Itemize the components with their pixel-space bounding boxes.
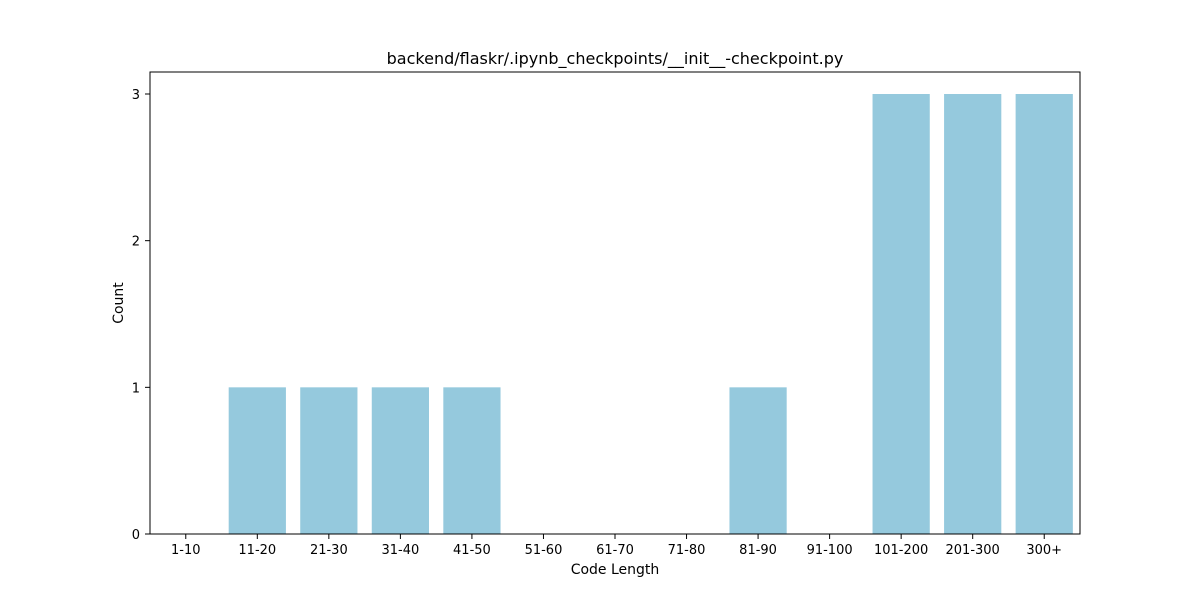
y-tick-label: 0 bbox=[132, 528, 140, 543]
x-tick-label: 11-20 bbox=[238, 543, 276, 558]
y-tick-label: 3 bbox=[132, 88, 140, 103]
y-axis-ticks: 0 1 2 3 bbox=[132, 88, 150, 543]
x-axis-label: Code Length bbox=[571, 562, 660, 578]
x-tick-label: 61-70 bbox=[596, 543, 634, 558]
x-axis-ticks: 1-10 11-20 21-30 31-40 41-50 51-60 61-70 71-80 8… bbox=[171, 534, 1062, 558]
bar-101-200 bbox=[872, 94, 930, 534]
x-tick-label: 21-30 bbox=[310, 543, 348, 558]
y-axis-label: Count bbox=[111, 282, 127, 324]
bars-group bbox=[228, 94, 1073, 534]
x-tick-label: 41-50 bbox=[453, 543, 491, 558]
x-tick-label: 71-80 bbox=[668, 543, 706, 558]
plot-frame bbox=[149, 71, 1081, 535]
bar-21-30 bbox=[300, 387, 358, 534]
x-tick-label: 101-200 bbox=[874, 543, 928, 558]
chart-title: backend/flaskr/.ipynb_checkpoints/__init… bbox=[387, 49, 844, 69]
bar-300+ bbox=[1015, 94, 1073, 534]
x-tick-label: 91-100 bbox=[807, 543, 853, 558]
x-tick-label: 1-10 bbox=[171, 543, 201, 558]
bar-31-40 bbox=[371, 387, 429, 534]
x-tick-label: 81-90 bbox=[739, 543, 777, 558]
x-tick-label: 201-300 bbox=[946, 543, 1000, 558]
bar-41-50 bbox=[443, 387, 501, 534]
bar-81-90 bbox=[729, 387, 787, 534]
y-tick-label: 1 bbox=[132, 381, 140, 396]
x-tick-label: 51-60 bbox=[525, 543, 563, 558]
bar-201-300 bbox=[944, 94, 1002, 534]
x-tick-label: 300+ bbox=[1026, 543, 1062, 558]
bar-11-20 bbox=[228, 387, 286, 534]
y-tick-label: 2 bbox=[132, 235, 140, 250]
x-tick-label: 31-40 bbox=[381, 543, 419, 558]
